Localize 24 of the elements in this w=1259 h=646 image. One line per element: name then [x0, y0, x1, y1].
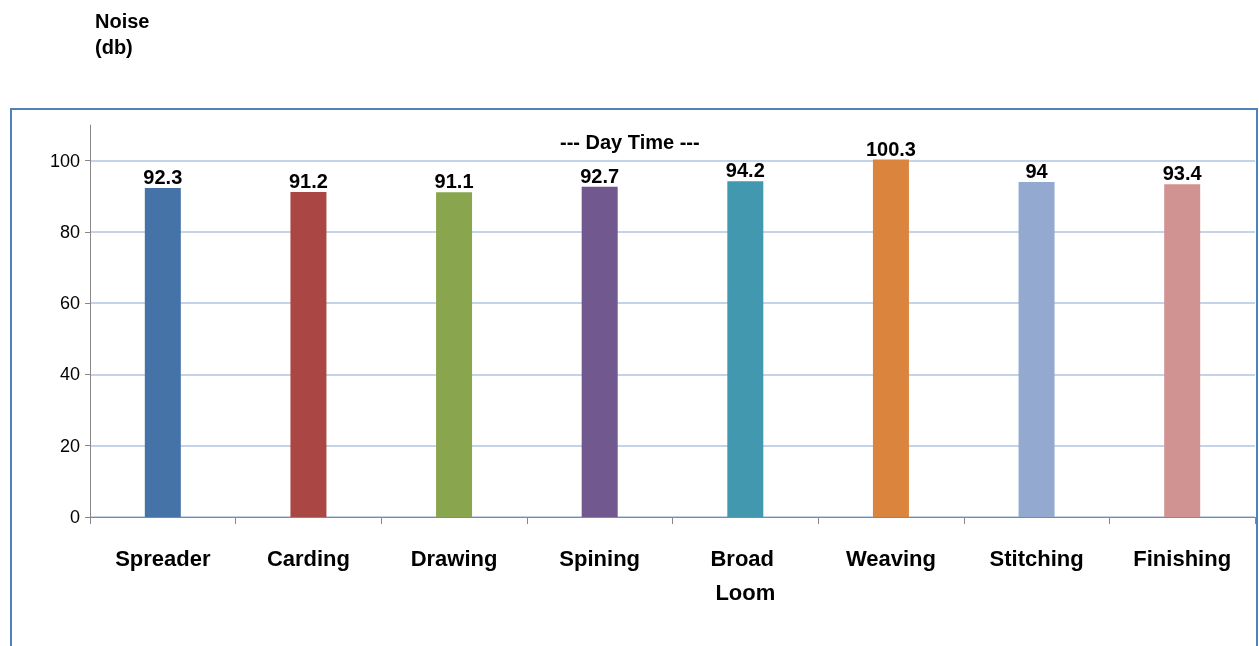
x-tick-label: Weaving — [845, 545, 936, 571]
x-tick-label: Spreader — [115, 545, 211, 571]
y-tick-label: 40 — [59, 364, 80, 385]
y-tick-label: 20 — [59, 435, 80, 456]
annotation: --- Day Time --- — [560, 131, 700, 153]
y-tick-label: 100 — [49, 150, 80, 171]
data-label: 93.4 — [1162, 162, 1203, 185]
y-tick-label: 60 — [59, 293, 80, 314]
x-tick-label: Spining — [559, 545, 641, 571]
x-tick-label: Finishing — [1133, 545, 1232, 571]
data-label: 94.2 — [725, 159, 765, 182]
x-tick-label: Stitching — [989, 545, 1084, 571]
data-label: 92.7 — [580, 164, 620, 187]
y-tick-label: 80 — [59, 221, 80, 242]
data-label: 100.3 — [865, 137, 916, 160]
x-tick-label: Carding — [266, 545, 350, 571]
data-label: 94 — [1025, 160, 1049, 183]
data-label: 91.2 — [288, 170, 328, 192]
x-tick-label: Broad Loom — [710, 545, 781, 605]
y-axis-title: Noise (db) — [95, 10, 150, 58]
data-label: 92.3 — [143, 166, 183, 189]
data-label: 91.1 — [434, 170, 474, 193]
x-tick-label: Drawing — [410, 545, 498, 571]
y-tick-label: 0 — [69, 507, 80, 527]
